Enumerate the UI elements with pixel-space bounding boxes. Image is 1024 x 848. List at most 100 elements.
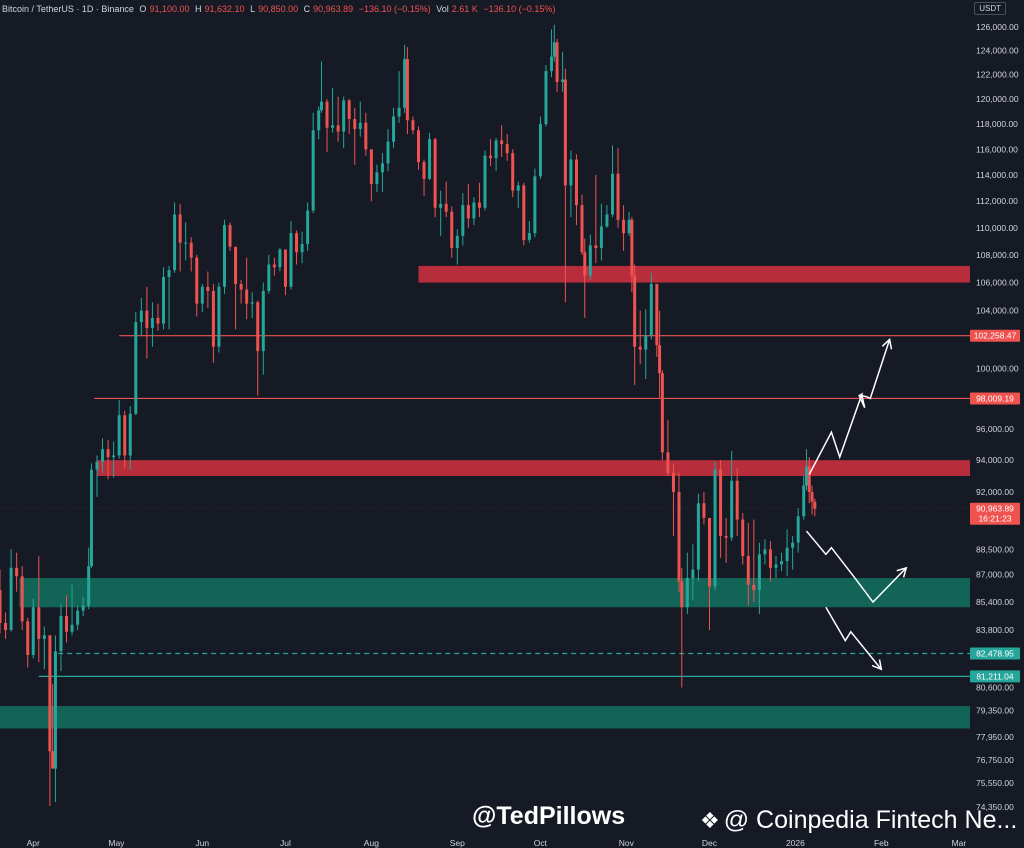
candle bbox=[655, 283, 659, 357]
candle bbox=[250, 292, 254, 318]
candle bbox=[538, 116, 542, 179]
candle-body bbox=[26, 621, 30, 655]
candle bbox=[550, 29, 554, 78]
open-value: 91,100.00 bbox=[149, 4, 190, 14]
candle-body bbox=[713, 469, 717, 587]
x-tick-label: Sep bbox=[450, 838, 465, 848]
x-tick-label: May bbox=[108, 838, 125, 848]
candle-body bbox=[76, 610, 80, 625]
y-tick-label: 79,350.00 bbox=[976, 706, 1014, 716]
candle-body bbox=[763, 549, 767, 555]
candle bbox=[416, 126, 420, 170]
resistance-zone[interactable] bbox=[97, 460, 970, 477]
y-tick-label: 88,500.00 bbox=[976, 544, 1014, 554]
candle bbox=[561, 51, 565, 92]
candle bbox=[245, 257, 249, 320]
candle-body bbox=[173, 214, 177, 271]
high-value: 91,632.10 bbox=[204, 4, 245, 14]
candle-body bbox=[206, 286, 210, 291]
symbol-title[interactable]: Bitcoin / TetherUS · 1D · Binance bbox=[2, 4, 134, 14]
candle bbox=[37, 556, 41, 663]
candle-body bbox=[605, 214, 609, 227]
candle bbox=[802, 476, 806, 520]
price-label-box bbox=[970, 392, 1020, 405]
candle bbox=[483, 150, 487, 211]
resistance-zone[interactable] bbox=[418, 265, 970, 283]
candle bbox=[0, 569, 2, 634]
candle-body bbox=[680, 581, 684, 608]
candle-body bbox=[369, 149, 373, 185]
candle-body bbox=[37, 607, 41, 639]
candle bbox=[768, 541, 772, 582]
candle bbox=[325, 99, 329, 152]
candle bbox=[289, 221, 293, 290]
candle bbox=[70, 584, 74, 636]
x-tick-label: Nov bbox=[619, 838, 635, 848]
candle bbox=[644, 309, 648, 380]
candle-body bbox=[580, 205, 584, 253]
candle-body bbox=[336, 125, 340, 132]
candle-body bbox=[295, 233, 299, 253]
candle-body bbox=[655, 283, 659, 346]
candle-body bbox=[245, 289, 249, 304]
candle bbox=[15, 552, 19, 592]
candle-body bbox=[768, 549, 772, 568]
volume-value: 2.61 K bbox=[451, 4, 478, 14]
high-label: H bbox=[195, 4, 202, 14]
candle-body bbox=[439, 203, 443, 208]
candle-body bbox=[746, 556, 750, 585]
candle bbox=[65, 595, 69, 643]
price-axis[interactable]: 126,000.00 124,000.00 122,000.00 120,000.00… bbox=[970, 22, 1020, 812]
time-axis[interactable]: Apr May Jun Jul Aug Sep Oct Nov Dec 2026 Feb Mar bbox=[27, 838, 967, 848]
candle-body bbox=[455, 235, 459, 249]
candle bbox=[162, 267, 166, 330]
candle-body bbox=[724, 536, 728, 538]
candle bbox=[599, 203, 603, 261]
candle-body bbox=[106, 449, 110, 458]
candle bbox=[746, 522, 750, 606]
candle-body bbox=[416, 130, 420, 163]
candle bbox=[76, 605, 80, 631]
bearish-then-rebound-arrow[interactable] bbox=[805, 530, 907, 604]
candle bbox=[167, 265, 171, 330]
bullish-arrow[interactable] bbox=[808, 339, 891, 475]
candle-body bbox=[810, 491, 814, 502]
candle bbox=[588, 234, 592, 280]
x-tick-label: Jun bbox=[195, 838, 209, 848]
price-label: 82,478.95 bbox=[976, 649, 1014, 659]
candle bbox=[785, 529, 789, 577]
low-value: 90,850.00 bbox=[258, 4, 299, 14]
candle-body bbox=[599, 226, 603, 249]
candle bbox=[780, 552, 784, 572]
currency-button[interactable]: USDT bbox=[974, 2, 1006, 15]
candle bbox=[444, 181, 448, 218]
candle-body bbox=[477, 202, 481, 208]
deeper-drop-arrow[interactable] bbox=[825, 606, 882, 670]
candle-body bbox=[563, 79, 567, 186]
candle bbox=[306, 202, 310, 251]
candle-body bbox=[638, 346, 642, 350]
candle-body bbox=[633, 275, 637, 347]
candle bbox=[87, 547, 91, 609]
candle bbox=[112, 441, 116, 478]
candle-body bbox=[358, 122, 362, 130]
candle bbox=[139, 297, 143, 336]
candle-body bbox=[250, 302, 254, 304]
candle-body bbox=[317, 110, 321, 131]
candle bbox=[813, 498, 817, 517]
candle-body bbox=[261, 290, 265, 352]
candle-body bbox=[630, 219, 634, 276]
candle-body bbox=[150, 317, 154, 328]
candle bbox=[331, 88, 335, 133]
publisher-watermark: ❖ @ Coinpedia Fintech Ne... bbox=[700, 806, 1017, 835]
support-zone[interactable] bbox=[0, 706, 970, 729]
candle bbox=[4, 612, 8, 639]
candle-body bbox=[311, 130, 315, 211]
support-zone[interactable] bbox=[19, 578, 970, 608]
candle bbox=[735, 468, 739, 537]
candle bbox=[392, 107, 396, 149]
candle-body bbox=[719, 469, 723, 537]
y-tick-label: 118,000.00 bbox=[976, 119, 1018, 129]
candle bbox=[666, 419, 670, 477]
